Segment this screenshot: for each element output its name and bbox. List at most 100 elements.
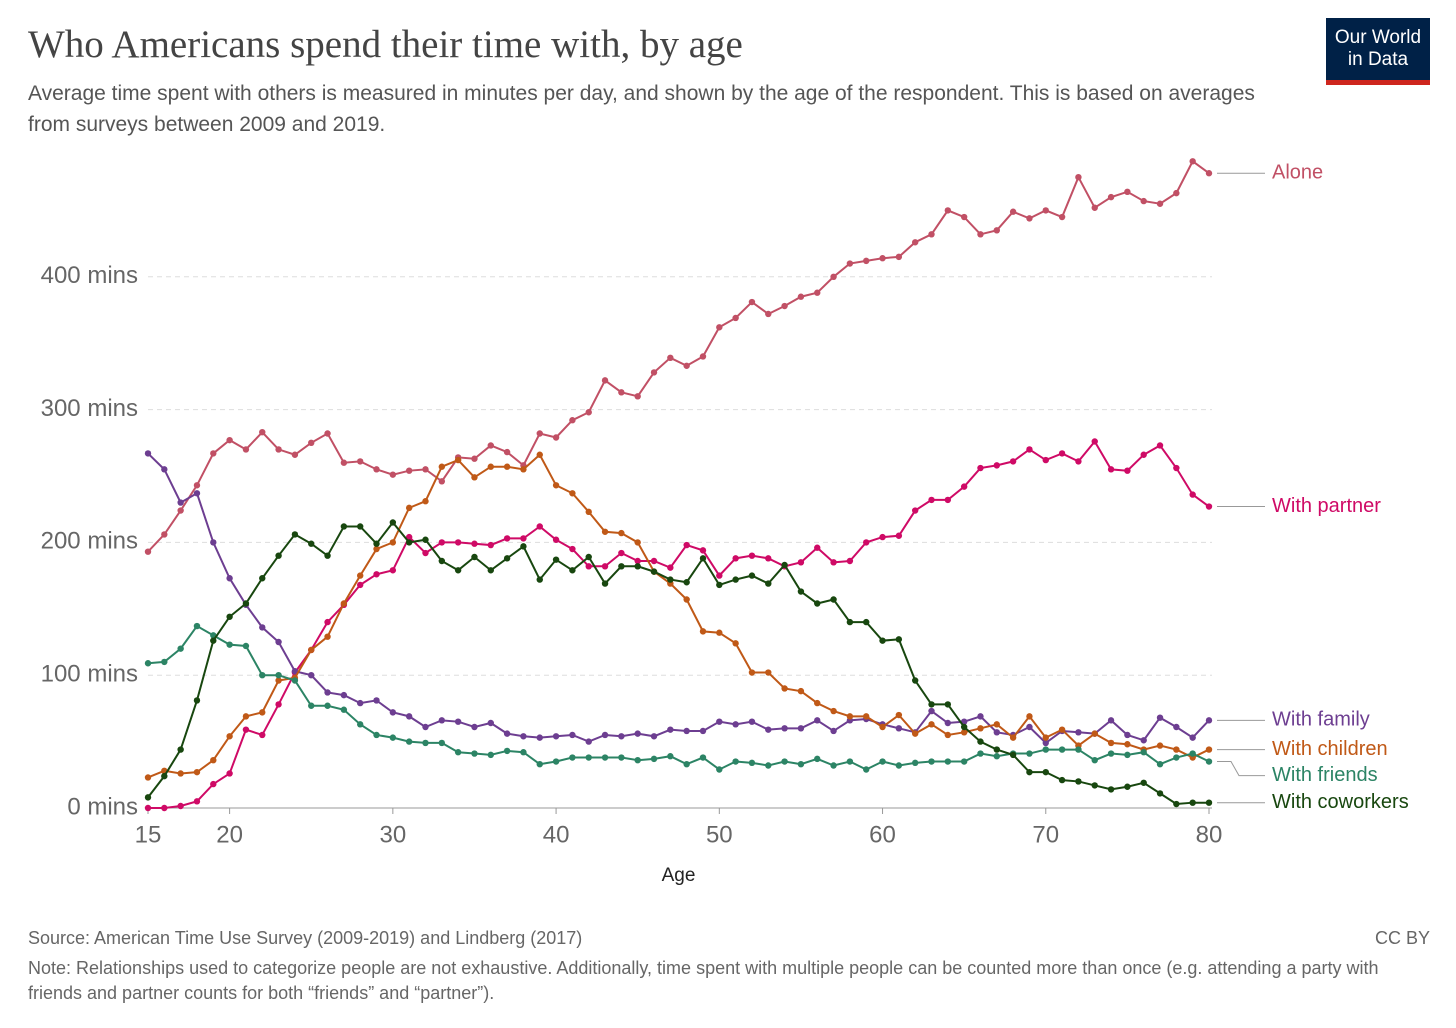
data-point bbox=[1189, 158, 1196, 165]
data-point bbox=[193, 622, 201, 630]
data-point bbox=[1173, 746, 1180, 753]
data-point bbox=[324, 430, 331, 437]
data-point bbox=[765, 669, 772, 676]
data-point bbox=[1058, 726, 1066, 733]
data-point bbox=[1124, 783, 1131, 790]
data-point bbox=[699, 555, 707, 562]
data-point bbox=[1058, 450, 1066, 457]
data-point bbox=[618, 563, 625, 570]
series-line bbox=[147, 159, 1210, 553]
data-point bbox=[1091, 782, 1098, 789]
data-point bbox=[193, 768, 201, 776]
label-connector bbox=[1217, 761, 1265, 777]
data-point bbox=[781, 725, 788, 732]
data-point bbox=[650, 369, 658, 376]
data-point bbox=[879, 533, 886, 541]
data-point bbox=[960, 723, 968, 731]
series-line bbox=[147, 453, 1210, 779]
data-point bbox=[242, 446, 250, 453]
data-point bbox=[161, 531, 168, 538]
data-point bbox=[1026, 713, 1033, 720]
data-point bbox=[1058, 213, 1066, 221]
data-point bbox=[1091, 204, 1098, 211]
data-point bbox=[911, 239, 919, 246]
data-point bbox=[144, 774, 152, 781]
data-point bbox=[879, 255, 886, 262]
data-point bbox=[1173, 800, 1180, 808]
data-point bbox=[454, 718, 462, 725]
data-point bbox=[650, 755, 658, 763]
data-point bbox=[716, 629, 723, 636]
data-point bbox=[601, 580, 609, 587]
data-point bbox=[405, 539, 413, 546]
data-point bbox=[797, 725, 805, 732]
data-point bbox=[863, 713, 870, 720]
series-label: With coworkers bbox=[1272, 791, 1409, 813]
data-point bbox=[552, 434, 560, 441]
data-point bbox=[911, 730, 919, 737]
data-point bbox=[683, 596, 690, 603]
data-point bbox=[193, 798, 201, 805]
data-point bbox=[552, 482, 560, 489]
data-point bbox=[177, 802, 184, 810]
data-point bbox=[536, 451, 543, 458]
data-point bbox=[438, 463, 446, 470]
data-point bbox=[487, 541, 494, 549]
data-point bbox=[1107, 717, 1115, 724]
data-point bbox=[863, 539, 870, 546]
data-point bbox=[1058, 776, 1066, 784]
data-point bbox=[536, 430, 543, 437]
data-point bbox=[699, 727, 707, 735]
data-point bbox=[1156, 714, 1164, 721]
data-point bbox=[1205, 758, 1213, 765]
data-point bbox=[373, 545, 380, 553]
data-point bbox=[863, 257, 870, 265]
logo[interactable]: Our World in Data bbox=[1326, 18, 1430, 85]
license[interactable]: CC BY bbox=[1374, 928, 1430, 948]
data-point bbox=[993, 227, 1000, 234]
data-point bbox=[1107, 750, 1115, 757]
data-point bbox=[242, 726, 250, 733]
data-point bbox=[683, 362, 690, 369]
data-point bbox=[226, 733, 233, 740]
data-point bbox=[520, 466, 527, 473]
data-point bbox=[911, 507, 919, 514]
data-point bbox=[324, 633, 331, 640]
data-point bbox=[259, 624, 266, 631]
data-point bbox=[308, 702, 315, 709]
data-point bbox=[993, 753, 1000, 760]
data-point bbox=[373, 697, 380, 704]
data-point bbox=[144, 794, 152, 801]
y-tick-label: 300 mins bbox=[41, 395, 138, 422]
data-point bbox=[1042, 746, 1049, 753]
data-point bbox=[242, 600, 250, 607]
data-point bbox=[487, 442, 494, 449]
data-point bbox=[1205, 799, 1213, 806]
data-point bbox=[814, 717, 821, 724]
data-point bbox=[471, 540, 478, 547]
data-point bbox=[373, 731, 380, 739]
data-point bbox=[944, 719, 952, 727]
data-point bbox=[732, 758, 739, 765]
data-point bbox=[895, 636, 903, 643]
data-point bbox=[536, 760, 543, 768]
data-point bbox=[846, 758, 854, 765]
data-point bbox=[1124, 751, 1131, 759]
data-point bbox=[683, 760, 690, 768]
data-point bbox=[308, 646, 315, 654]
data-point bbox=[405, 533, 413, 541]
data-point bbox=[1075, 458, 1082, 465]
data-point bbox=[487, 751, 494, 759]
data-point bbox=[895, 725, 903, 732]
data-point bbox=[585, 563, 592, 570]
data-point bbox=[1156, 760, 1164, 768]
y-tick-label: 0 mins bbox=[67, 793, 138, 820]
series-line bbox=[148, 439, 1210, 809]
data-point bbox=[454, 567, 462, 574]
data-point bbox=[226, 436, 233, 444]
data-point bbox=[1107, 786, 1115, 793]
data-point bbox=[830, 707, 837, 715]
series-label: Alone bbox=[1272, 161, 1323, 183]
data-point bbox=[177, 507, 184, 514]
